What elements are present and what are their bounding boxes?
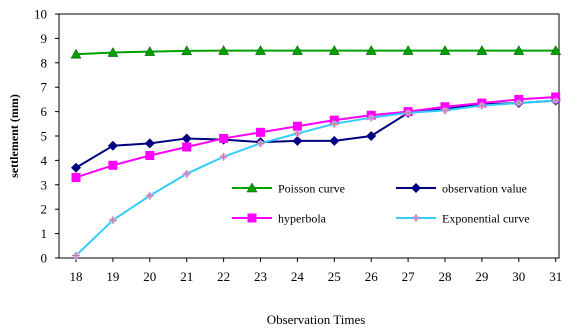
- data-point: [550, 45, 562, 55]
- legend-label: Exponential curve: [442, 212, 530, 226]
- data-point: [292, 135, 303, 146]
- y-tick-label: 6: [41, 104, 48, 119]
- data-point: [108, 216, 117, 225]
- x-tick-label: 31: [549, 269, 562, 284]
- data-point: [291, 45, 303, 55]
- series-line: [75, 49, 556, 56]
- data-point: [256, 127, 265, 137]
- plot-area: [58, 13, 560, 259]
- legend-item: Poisson curve: [232, 182, 345, 196]
- data-point: [71, 172, 81, 182]
- series-line: [75, 99, 556, 169]
- data-point: [70, 48, 82, 59]
- data-point: [256, 139, 265, 148]
- series-line: [75, 99, 556, 257]
- legend-item: hyperbola: [232, 212, 327, 226]
- x-tick-label: 29: [475, 269, 488, 284]
- data-point: [107, 140, 118, 151]
- data-point: [144, 138, 155, 149]
- x-axis-label: Observation Times: [267, 312, 366, 327]
- x-tick-label: 22: [217, 269, 230, 284]
- legend: Poisson curve observation value hyperbola E…: [232, 182, 530, 226]
- y-axis-label: settlement (mm): [7, 94, 21, 178]
- x-tick-label: 20: [143, 269, 156, 284]
- x-tick-label: 26: [365, 269, 379, 284]
- data-point: [402, 45, 414, 55]
- data-point: [366, 131, 377, 141]
- data-point: [292, 121, 302, 131]
- data-point: [181, 45, 193, 56]
- data-point: [367, 113, 376, 122]
- legend-swatch-marker: [411, 183, 421, 193]
- data-point: [441, 106, 449, 115]
- x-tick-label: 23: [254, 269, 267, 284]
- data-point: [107, 47, 119, 57]
- y-tick-label: 5: [41, 129, 48, 144]
- legend-item: observation value: [396, 182, 527, 196]
- data-point: [144, 46, 156, 56]
- series-line: [75, 95, 556, 179]
- data-point: [330, 119, 339, 128]
- x-tick-label: 30: [512, 269, 525, 284]
- data-point: [551, 96, 560, 105]
- data-point: [365, 45, 377, 55]
- y-tick-label: 10: [34, 7, 47, 22]
- series-exponential-curve: [72, 96, 560, 260]
- legend-item: Exponential curve: [396, 212, 530, 226]
- data-point: [439, 45, 451, 55]
- x-tick-label: 19: [106, 269, 119, 284]
- legend-swatch-marker: [246, 182, 258, 193]
- x-tick-label: 24: [291, 269, 305, 284]
- legend-swatch-marker: [247, 213, 257, 223]
- x-tick-label: 25: [328, 269, 341, 284]
- data-point: [476, 45, 488, 55]
- x-tick-label: 27: [402, 269, 416, 284]
- legend-swatch-marker: [412, 214, 420, 222]
- data-point: [255, 45, 266, 55]
- data-point: [145, 191, 154, 200]
- y-tick-label: 8: [41, 55, 48, 70]
- data-point: [293, 129, 302, 138]
- data-point: [182, 142, 192, 152]
- data-point: [71, 162, 81, 173]
- x-tick-label: 28: [439, 269, 452, 284]
- x-tick-label: 21: [180, 269, 193, 284]
- y-tick-label: 4: [41, 153, 48, 168]
- y-tick-label: 3: [41, 177, 48, 192]
- series-layer: [70, 45, 562, 260]
- data-point: [513, 45, 525, 55]
- data-point: [219, 133, 229, 143]
- data-point: [404, 108, 413, 117]
- y-tick-label: 1: [41, 226, 48, 241]
- x-tick-label: 18: [70, 269, 83, 284]
- data-point: [145, 151, 155, 161]
- legend-label: Poisson curve: [278, 182, 345, 196]
- data-point: [514, 99, 523, 108]
- data-point: [219, 152, 228, 161]
- data-point: [72, 251, 80, 260]
- y-tick-label: 0: [41, 251, 48, 266]
- y-axis: 0 1 2 3 4 5 6 7 8 9 10: [34, 7, 59, 266]
- data-point: [477, 101, 486, 110]
- y-tick-label: 7: [41, 80, 48, 95]
- data-point: [182, 169, 191, 178]
- data-point: [329, 135, 340, 146]
- y-tick-label: 9: [41, 31, 48, 46]
- data-point: [181, 133, 192, 144]
- legend-label: observation value: [442, 182, 527, 196]
- series-poisson-curve: [70, 45, 562, 59]
- data-point: [328, 45, 340, 55]
- data-point: [108, 160, 118, 170]
- legend-label: hyperbola: [278, 212, 327, 226]
- data-point: [218, 45, 230, 55]
- y-tick-label: 2: [41, 202, 48, 217]
- x-axis: 18 19 20 21 22 23 24 25 26 27 28 29 30 31: [70, 258, 562, 284]
